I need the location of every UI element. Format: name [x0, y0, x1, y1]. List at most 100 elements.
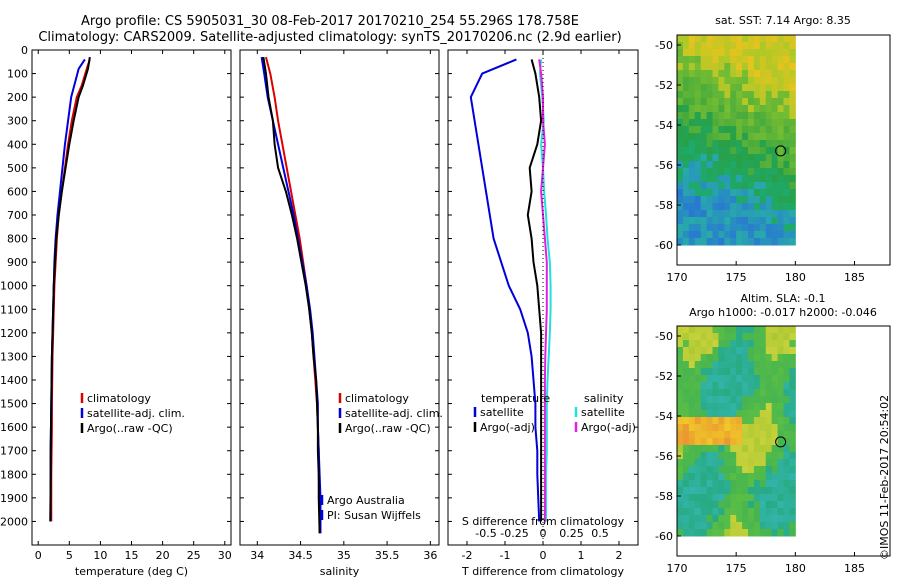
- sst_map-cell: [753, 175, 761, 183]
- sla_map-cell: [682, 487, 690, 495]
- sla_map-cell: [777, 410, 784, 418]
- sla_map-cell: [718, 424, 725, 432]
- sla_map-cell: [700, 361, 708, 369]
- sst_map-cell: [706, 182, 713, 190]
- sla_map-cell: [736, 431, 743, 439]
- sst_map-cell: [688, 119, 696, 127]
- sla_map-cell: [682, 494, 690, 502]
- sst_map-cell: [712, 42, 719, 50]
- sla_map-cell: [706, 354, 713, 362]
- sla_map-cell: [718, 333, 725, 341]
- sst_map-cell: [706, 77, 713, 85]
- sst_map-cell: [677, 182, 684, 190]
- sla_map-cell: [742, 529, 749, 537]
- sst_map-cell: [777, 84, 784, 92]
- sla_map-cell: [783, 375, 790, 383]
- sla_map-cell: [677, 375, 684, 383]
- sla_map-cell: [748, 354, 755, 362]
- sla_map-cell: [789, 368, 796, 376]
- sst_map-cell: [730, 112, 737, 120]
- sla_map-cell: [753, 445, 761, 453]
- sst_map-cell: [706, 84, 713, 92]
- sla_map-cell: [753, 347, 761, 355]
- sla_map-cell: [759, 410, 767, 418]
- sst_map-cell: [736, 182, 743, 190]
- sst_map-cell: [748, 35, 755, 43]
- sla_map-cell: [771, 354, 779, 362]
- sst_map-cell: [677, 119, 684, 127]
- argo-annotation-text: PI: Susan Wijffels: [327, 509, 421, 522]
- sst_map-cell: [748, 140, 755, 148]
- sst_map-cell: [700, 35, 708, 43]
- sla_map-cell: [730, 361, 737, 369]
- sst_map-cell: [748, 203, 755, 211]
- sst_map-cell: [765, 77, 773, 85]
- sst_map-ytick-label: -50: [655, 39, 673, 52]
- sst_map-cell: [712, 35, 719, 43]
- sla_map-cell: [742, 473, 749, 481]
- sst_map-cell: [748, 77, 755, 85]
- sla_map-cell: [706, 438, 713, 446]
- sst_map-cell: [712, 119, 719, 127]
- sst_map-cell: [753, 203, 761, 211]
- sla_map-cell: [694, 340, 702, 348]
- sla_map-cell: [712, 452, 719, 460]
- sla_map-cell: [700, 480, 708, 488]
- sla_map-cell: [694, 487, 702, 495]
- sla_map-cell: [712, 522, 719, 530]
- sla_map-ytick-label: -54: [655, 410, 673, 423]
- sla_map-cell: [765, 361, 773, 369]
- sst_map-cell: [736, 203, 743, 211]
- sla_map-cell: [748, 431, 755, 439]
- sst_map-cell: [730, 154, 737, 162]
- sla_map-cell: [789, 424, 796, 432]
- sla_map-cell: [712, 375, 719, 383]
- sst_map-cell: [724, 210, 731, 218]
- sst_map-cell: [783, 210, 790, 218]
- sst_map-cell: [789, 203, 796, 211]
- sst_map-cell: [783, 182, 790, 190]
- sst_map-cell: [724, 203, 731, 211]
- sla_map-cell: [748, 410, 755, 418]
- sst_map-cell: [688, 224, 696, 232]
- sla_map-cell: [753, 480, 761, 488]
- sst_map-cell: [759, 175, 767, 183]
- sla_map-cell: [759, 501, 767, 509]
- sla_map-cell: [700, 326, 708, 334]
- sst_map-cell: [718, 63, 725, 71]
- sla_map-cell: [771, 389, 779, 397]
- sst_map-cell: [777, 56, 784, 64]
- sla_map-cell: [682, 438, 690, 446]
- sst_map-cell: [700, 196, 708, 204]
- sla_map-cell: [753, 368, 761, 376]
- sla_map-cell: [736, 417, 743, 425]
- sst_map-cell: [742, 189, 749, 197]
- sst_map-cell: [783, 161, 790, 169]
- sst_map-cell: [677, 147, 684, 155]
- sla_map-cell: [783, 529, 790, 537]
- sst_map-cell: [730, 231, 737, 239]
- sst_map-cell: [700, 84, 708, 92]
- sla_map-cell: [718, 375, 725, 383]
- sst_map-cell: [724, 42, 731, 50]
- sst_map-cell: [748, 182, 755, 190]
- sst_map-cell: [677, 210, 684, 218]
- sla_map-cell: [706, 466, 713, 474]
- sst_map-cell: [777, 63, 784, 71]
- sst_map-cell: [677, 91, 684, 99]
- sla_map-cell: [700, 445, 708, 453]
- sst_map-cell: [694, 224, 702, 232]
- sst_map-cell: [706, 126, 713, 134]
- sst_map-cell: [682, 91, 690, 99]
- sst_map-cell: [771, 63, 779, 71]
- sla_map-cell: [753, 361, 761, 369]
- sla_map-xtick-label: 175: [726, 562, 747, 575]
- sst_map-cell: [777, 112, 784, 120]
- sst_map-cell: [753, 154, 761, 162]
- sla_map-cell: [783, 368, 790, 376]
- sst_map-cell: [771, 161, 779, 169]
- sst_map-cell: [753, 224, 761, 232]
- sst_map-cell: [694, 217, 702, 225]
- sla_map-cell: [682, 424, 690, 432]
